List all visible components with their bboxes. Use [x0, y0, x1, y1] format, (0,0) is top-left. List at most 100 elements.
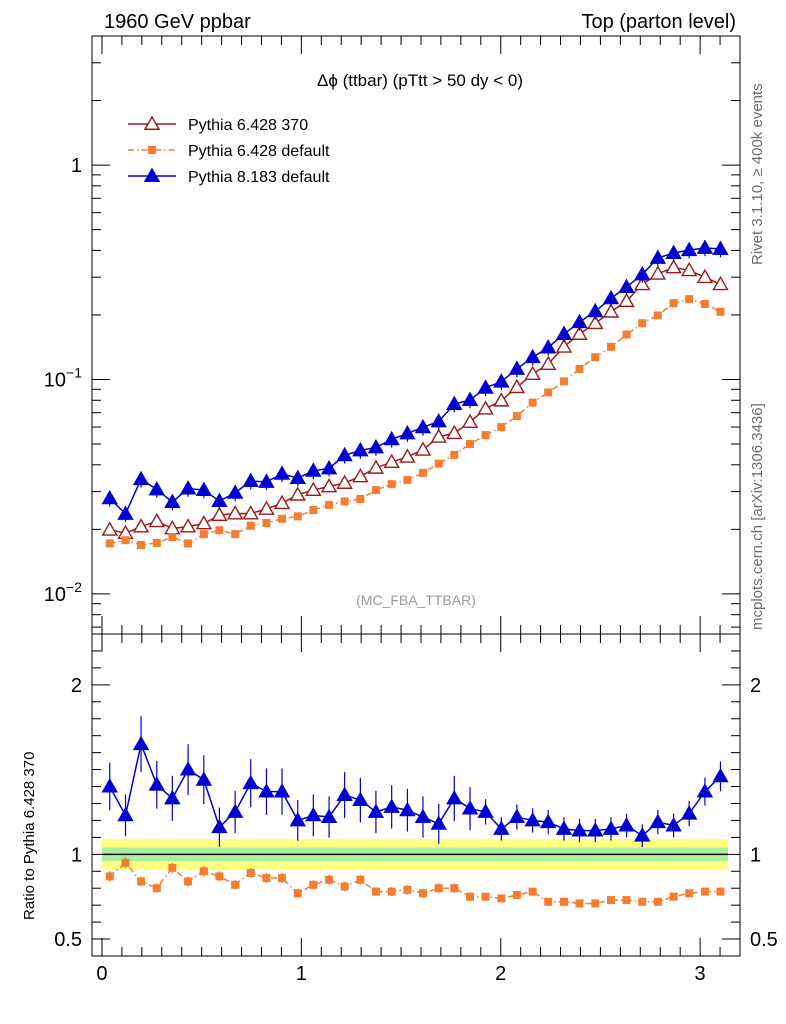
data-point	[477, 379, 494, 394]
data-point	[289, 486, 306, 501]
data-point	[195, 481, 213, 497]
main-title: Δϕ (ttbar) (pTtt > 50 dy < 0)	[317, 71, 523, 90]
ratio-point	[367, 803, 385, 818]
data-point	[231, 530, 240, 539]
ratio-point	[195, 771, 213, 786]
data-point	[430, 428, 447, 443]
data-point	[195, 515, 213, 530]
ratio-series-2	[101, 716, 729, 847]
legend: Pythia 6.428 370 Pythia 6.428 default Pyth…	[128, 115, 330, 186]
main-x-ticks	[101, 36, 741, 634]
data-point	[571, 325, 588, 340]
data-point	[685, 295, 694, 304]
data-point	[273, 465, 291, 480]
data-point	[466, 440, 475, 449]
ratio-point	[309, 880, 318, 889]
ratio-point	[231, 880, 240, 889]
ratio-point	[305, 806, 322, 822]
data-point	[336, 446, 353, 462]
legend-marker	[143, 115, 161, 130]
ratio-point	[446, 789, 463, 805]
ratio-series-1	[105, 857, 725, 908]
data-point	[587, 302, 604, 318]
ratio-y-tick-label-right: 1	[750, 844, 761, 866]
data-point	[618, 278, 635, 293]
data-point	[430, 413, 447, 428]
data-point	[320, 478, 338, 493]
data-point	[508, 378, 526, 394]
ratio-point	[164, 789, 181, 805]
ratio-point	[591, 899, 600, 908]
legend-marker	[148, 146, 156, 154]
ratio-point	[262, 874, 271, 883]
ratio-point	[179, 761, 197, 776]
data-point	[606, 342, 615, 351]
ratio-point	[226, 803, 244, 818]
header-right: Top (parton level)	[581, 11, 736, 33]
data-point	[325, 500, 334, 509]
data-point	[278, 514, 287, 523]
ratio-point	[512, 890, 521, 899]
data-point	[148, 512, 166, 528]
data-point	[383, 430, 400, 446]
ratio-point	[685, 889, 694, 898]
ratio-point	[137, 877, 146, 886]
data-point	[539, 355, 557, 371]
ratio-point	[649, 813, 667, 829]
data-point	[289, 469, 306, 484]
data-point	[403, 475, 412, 484]
data-point	[477, 400, 494, 415]
data-point	[696, 239, 714, 254]
ratio-point	[105, 872, 114, 881]
ratio-point	[555, 820, 573, 835]
ratio-point	[383, 798, 400, 813]
ratio-point	[571, 822, 588, 837]
data-point	[164, 493, 181, 509]
data-point	[559, 377, 568, 386]
data-point	[680, 261, 698, 277]
data-point	[414, 441, 432, 456]
ratio-point	[211, 818, 228, 834]
ratio-point	[466, 892, 475, 901]
ratio-point	[320, 808, 338, 823]
ratio-point	[559, 897, 568, 906]
data-point	[508, 360, 526, 375]
data-point	[493, 392, 510, 407]
data-point	[262, 519, 271, 528]
data-point	[461, 391, 479, 406]
ratio-point	[634, 827, 651, 842]
ratio-y-tick-label-right: 2	[750, 675, 761, 697]
data-point	[512, 412, 521, 421]
ratio-point	[325, 875, 334, 884]
data-point	[665, 244, 682, 259]
ratio-x-tick-label: 3	[695, 963, 706, 985]
data-point	[211, 506, 228, 522]
data-point	[680, 241, 698, 257]
data-point	[634, 275, 651, 291]
ratio-point	[246, 868, 255, 877]
data-point	[367, 459, 385, 474]
data-point	[246, 521, 255, 530]
header-left: 1960 GeV ppbar	[104, 11, 251, 33]
ratio-line	[109, 741, 721, 837]
ratio-point	[121, 858, 130, 867]
data-point	[305, 462, 322, 477]
ratio-x-tick-label: 1	[296, 963, 307, 985]
ratio-x-ticks: 0 1 2 3	[96, 634, 741, 985]
data-point	[105, 539, 114, 548]
ratio-point	[493, 820, 510, 835]
ratio-point	[352, 791, 369, 807]
data-point	[539, 339, 557, 354]
legend-marker	[143, 167, 161, 182]
ratio-point	[117, 806, 134, 822]
main-y-tick-label: 10−1	[44, 364, 82, 391]
data-point	[101, 521, 118, 536]
data-point	[414, 418, 432, 434]
series-1	[101, 259, 729, 540]
ratio-point	[289, 812, 306, 827]
ratio-point	[278, 874, 287, 883]
ratio-reference-band	[101, 839, 729, 870]
ratio-x-tick-label: 0	[96, 963, 107, 985]
data-point	[101, 489, 118, 505]
ratio-point	[434, 884, 443, 893]
